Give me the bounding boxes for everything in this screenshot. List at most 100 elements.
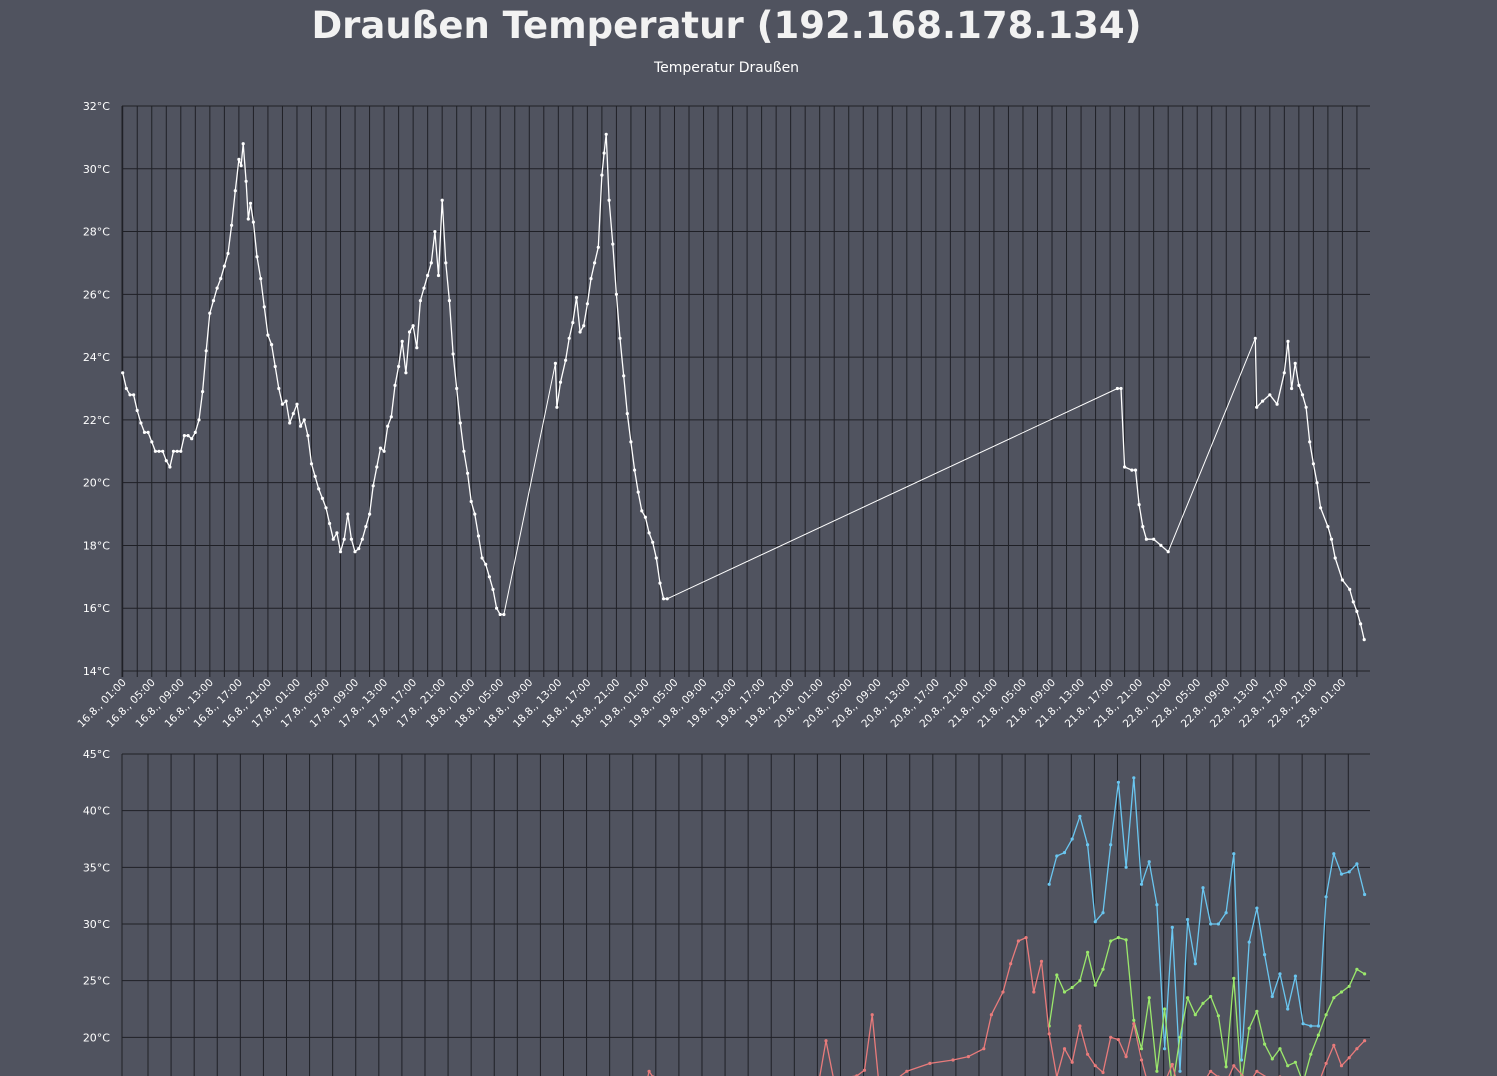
data-point xyxy=(1255,1009,1259,1013)
data-point xyxy=(179,449,183,453)
data-point xyxy=(1116,780,1120,784)
data-point xyxy=(1319,506,1323,510)
data-point xyxy=(1139,1058,1144,1062)
data-point xyxy=(636,490,640,494)
data-point xyxy=(1255,405,1259,409)
data-point xyxy=(190,437,194,441)
data-point xyxy=(1286,1064,1290,1068)
data-point xyxy=(415,346,419,350)
data-point xyxy=(1101,1070,1105,1075)
data-point xyxy=(1201,1001,1205,1005)
data-point xyxy=(1363,892,1367,897)
data-point xyxy=(378,446,383,450)
data-point xyxy=(1278,1047,1282,1051)
data-point xyxy=(1166,550,1170,554)
data-point xyxy=(215,286,219,290)
data-point xyxy=(647,531,651,535)
data-point xyxy=(593,261,597,265)
data-point xyxy=(375,465,379,469)
data-point xyxy=(386,424,390,428)
data-point xyxy=(444,261,448,265)
data-point xyxy=(1086,950,1090,954)
data-point xyxy=(596,245,600,249)
data-point xyxy=(1348,587,1352,592)
data-point xyxy=(1363,972,1367,976)
data-point xyxy=(1255,906,1259,910)
data-point xyxy=(662,597,666,601)
data-point xyxy=(164,459,168,463)
data-point xyxy=(237,157,241,161)
data-point xyxy=(211,299,216,303)
data-point xyxy=(600,173,604,177)
data-point xyxy=(495,606,499,610)
data-point xyxy=(1137,503,1141,507)
y-tick-label: 26°C xyxy=(83,288,110,301)
data-point xyxy=(1086,843,1090,847)
data-point xyxy=(226,251,230,256)
data-point xyxy=(1130,468,1134,472)
data-point xyxy=(1324,1013,1328,1017)
data-point xyxy=(248,201,253,205)
data-point xyxy=(1124,865,1128,869)
data-point xyxy=(342,537,346,541)
data-point xyxy=(1093,920,1097,924)
data-point xyxy=(317,487,321,491)
data-point xyxy=(280,402,284,406)
data-point xyxy=(629,440,633,444)
data-point xyxy=(1270,994,1274,999)
y-tick-label: 20°C xyxy=(83,477,110,490)
data-point xyxy=(1147,860,1151,864)
data-point xyxy=(1086,1052,1090,1056)
data-point xyxy=(1139,882,1144,886)
y-tick-label: 16°C xyxy=(83,602,110,615)
data-point xyxy=(313,474,317,478)
data-point xyxy=(455,386,459,391)
data-point xyxy=(625,412,629,416)
data-point xyxy=(989,1013,994,1017)
data-point xyxy=(1278,972,1282,976)
data-point xyxy=(1155,1069,1159,1073)
data-point xyxy=(1216,922,1220,926)
data-point xyxy=(121,371,125,375)
data-point xyxy=(270,343,274,347)
chart-grid xyxy=(121,105,1370,677)
data-point xyxy=(360,537,364,541)
data-point xyxy=(607,198,611,202)
data-point xyxy=(1263,953,1267,957)
data-point xyxy=(862,1068,867,1072)
data-point xyxy=(277,386,281,391)
data-point xyxy=(266,333,270,337)
data-point xyxy=(1293,361,1297,365)
y-tick-label: 45°C xyxy=(83,748,110,761)
data-point xyxy=(124,386,128,391)
data-point xyxy=(473,512,477,516)
data-point xyxy=(1116,1038,1120,1042)
data-point xyxy=(574,295,579,300)
data-point xyxy=(128,393,132,397)
data-point xyxy=(1115,386,1119,391)
data-point xyxy=(1047,1032,1051,1036)
data-point xyxy=(135,408,139,413)
data-point xyxy=(1078,814,1082,818)
data-point xyxy=(1055,973,1059,977)
y-tick-label: 28°C xyxy=(83,226,110,239)
data-point xyxy=(146,430,150,434)
data-point xyxy=(1093,983,1097,987)
data-point xyxy=(1247,940,1251,944)
data-point xyxy=(658,581,662,585)
data-point xyxy=(422,286,426,290)
data-point xyxy=(186,434,190,438)
data-point xyxy=(604,132,608,136)
data-point xyxy=(171,449,176,453)
series-gap-line xyxy=(666,388,1118,600)
data-point xyxy=(1163,1007,1167,1011)
data-point xyxy=(1247,1026,1251,1030)
data-point xyxy=(1209,1069,1213,1073)
data-point xyxy=(1347,870,1351,874)
data-point xyxy=(353,550,357,554)
data-point xyxy=(153,449,157,453)
data-point xyxy=(132,393,136,397)
data-point xyxy=(1253,336,1257,340)
data-point xyxy=(1093,1064,1097,1068)
data-point xyxy=(451,352,455,356)
